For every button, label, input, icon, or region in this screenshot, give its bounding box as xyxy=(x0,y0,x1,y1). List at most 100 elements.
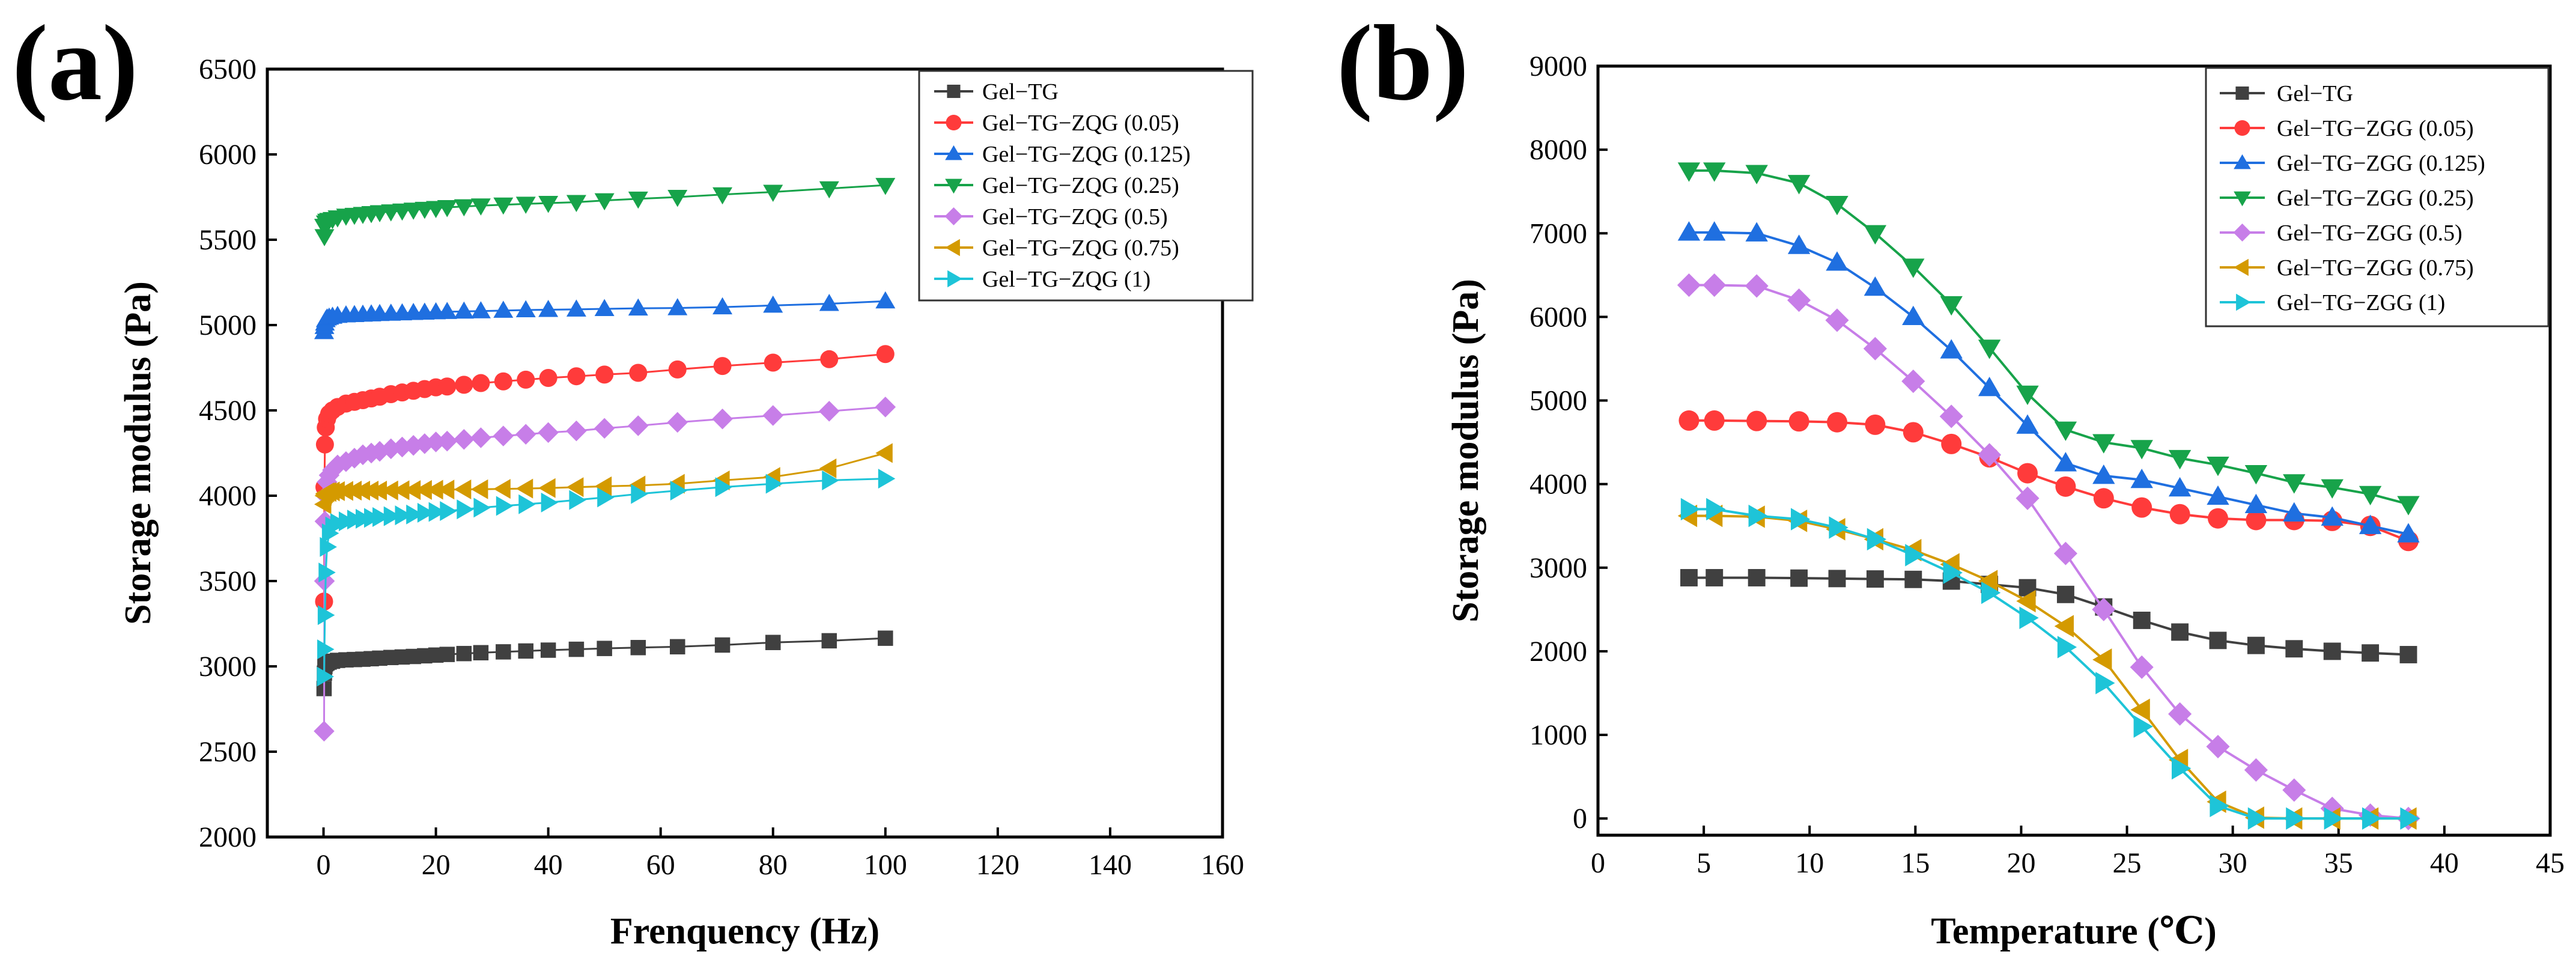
data-point xyxy=(2019,606,2039,629)
data-point xyxy=(2324,807,2344,830)
legend-marker xyxy=(2234,120,2250,136)
series-line xyxy=(1689,514,2409,820)
y-tick-label: 4500 xyxy=(199,395,257,427)
data-point xyxy=(540,642,556,658)
data-point xyxy=(2171,623,2189,641)
data-point xyxy=(2397,523,2420,543)
data-point xyxy=(496,496,514,516)
data-point xyxy=(628,298,648,316)
data-point xyxy=(457,499,474,520)
x-tick-label: 160 xyxy=(1201,849,1244,881)
data-point xyxy=(819,181,839,199)
y-tick-label: 6000 xyxy=(199,139,257,171)
data-point xyxy=(2210,794,2229,818)
data-point xyxy=(315,435,334,454)
data-point xyxy=(1745,222,1768,242)
data-point xyxy=(2016,486,2040,510)
data-point xyxy=(2172,756,2192,780)
panel-b-y-axis-title: Storage modulus (Pa) xyxy=(1445,279,1486,623)
y-tick-label: 4000 xyxy=(199,480,257,512)
legend-label: Gel−TG xyxy=(982,79,1059,105)
data-point xyxy=(765,473,783,494)
x-tick-label: 60 xyxy=(646,849,675,881)
data-point xyxy=(2054,421,2077,441)
data-point xyxy=(2323,642,2341,660)
panel-b-x-axis-title: Temperature (℃) xyxy=(1931,911,2216,952)
data-point xyxy=(318,562,336,583)
data-point xyxy=(1864,225,1887,245)
data-point xyxy=(2016,589,2036,613)
series-line xyxy=(1689,508,2409,820)
legend-label: Gel−TG−ZQG (0.75) xyxy=(982,236,1179,261)
data-point xyxy=(763,295,783,313)
series-4 xyxy=(1677,273,2420,830)
series-3 xyxy=(1677,162,2420,516)
data-point xyxy=(2321,506,2344,526)
x-tick-label: 10 xyxy=(1795,847,1824,879)
series-1 xyxy=(315,345,895,611)
x-tick-label: 100 xyxy=(864,849,907,881)
legend-marker xyxy=(944,207,963,225)
data-point xyxy=(1866,570,1884,588)
data-point xyxy=(455,376,473,394)
data-point xyxy=(1825,308,1849,332)
data-point xyxy=(1746,410,1767,431)
y-tick-label: 0 xyxy=(1573,803,1587,835)
data-point xyxy=(594,418,615,439)
data-point xyxy=(538,299,559,317)
data-point xyxy=(327,481,345,501)
data-point xyxy=(2399,646,2417,663)
data-point xyxy=(541,492,559,513)
x-tick-label: 35 xyxy=(2324,847,2353,879)
legend-label: Gel−TG−ZQG (1) xyxy=(982,267,1150,292)
data-point xyxy=(630,640,646,656)
data-point xyxy=(1940,296,1963,316)
series-line xyxy=(1689,284,2409,820)
x-tick-label: 120 xyxy=(976,849,1019,881)
legend-marker xyxy=(2234,191,2251,207)
data-point xyxy=(875,178,896,195)
data-point xyxy=(2168,702,2192,726)
data-point xyxy=(2055,476,2076,497)
panel-b: (b) 0 1000 2000 3000 4000 5000 6000 7000 8000 900… xyxy=(1337,3,2565,952)
data-point xyxy=(1677,221,1701,241)
data-point xyxy=(473,645,489,661)
legend-label: Gel−TG−ZGG (0.5) xyxy=(2277,221,2462,246)
y-tick-label: 6500 xyxy=(199,53,257,85)
x-tick-label: 30 xyxy=(2219,847,2247,879)
data-point xyxy=(1978,570,1998,592)
data-point xyxy=(1680,498,1701,521)
data-point xyxy=(597,641,612,656)
data-point xyxy=(2359,486,2382,506)
panel-b-legend: Gel−TG Gel−TG−ZGG (0.05) Gel−TG−ZGG (0.125… xyxy=(2205,67,2550,327)
data-point xyxy=(515,196,536,214)
data-point xyxy=(1826,251,1848,271)
y-tick-label: 6000 xyxy=(1530,301,1587,333)
data-point xyxy=(667,412,688,433)
data-point xyxy=(2362,807,2382,830)
data-point xyxy=(515,424,536,445)
data-point xyxy=(470,198,491,216)
data-point xyxy=(566,299,586,317)
data-point xyxy=(1745,165,1768,184)
data-point xyxy=(1828,570,1846,588)
data-point xyxy=(628,415,649,436)
data-point xyxy=(2054,615,2074,638)
data-point xyxy=(372,507,390,527)
panel-a: (a) 200025003000350040004500500055006000… xyxy=(12,3,1254,952)
data-point xyxy=(1748,569,1766,586)
panel-b-x-ticks: 0 5 10 15 20 25 30 35 40 45 xyxy=(1591,826,2565,879)
y-tick-label: 4000 xyxy=(1530,469,1587,501)
data-point xyxy=(2286,807,2306,830)
data-point xyxy=(2247,807,2268,830)
data-point xyxy=(1791,508,1811,531)
y-tick-label: 3000 xyxy=(199,651,257,683)
data-point xyxy=(437,200,457,218)
legend-label: Gel−TG−ZGG (0.25) xyxy=(2277,186,2474,211)
data-point xyxy=(1703,221,1726,241)
data-point xyxy=(1901,369,1925,394)
data-point xyxy=(2244,493,2268,514)
data-point xyxy=(493,479,511,499)
x-tick-label: 80 xyxy=(759,849,788,881)
